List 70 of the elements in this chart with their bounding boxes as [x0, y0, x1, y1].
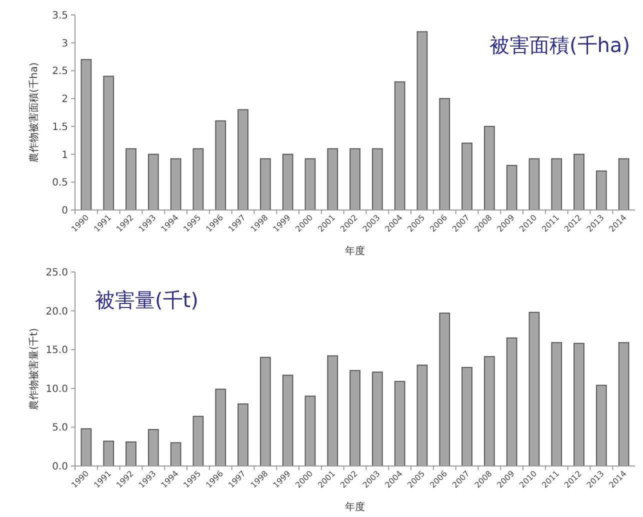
y-tick-label: 20.0: [46, 306, 68, 318]
bar: [416, 364, 428, 466]
bar: [462, 142, 472, 210]
bar: [80, 59, 92, 210]
bar: [192, 416, 204, 466]
bar: [148, 154, 159, 210]
annotation: 被害面積(千ha): [489, 33, 630, 57]
bar: [327, 355, 338, 466]
bar: [596, 384, 607, 466]
bar: [238, 109, 248, 210]
bar: [528, 312, 540, 466]
y-tick-label: 0.0: [52, 462, 68, 472]
y-tick-label: 2: [62, 94, 68, 106]
bar: [551, 342, 562, 466]
bar: [350, 370, 360, 466]
bar: [372, 148, 383, 210]
y-tick-label: 0: [62, 206, 68, 216]
y-tick-label: 3: [62, 38, 68, 50]
bar: [260, 158, 271, 210]
y-tick-label: 1: [62, 150, 68, 161]
bar: [260, 356, 271, 466]
bar: [506, 164, 518, 210]
bar: [103, 440, 114, 466]
bar: [618, 158, 630, 210]
bar: [327, 148, 338, 210]
bar: [574, 154, 584, 210]
y-tick-label: 2.5: [52, 66, 68, 78]
y-tick-label: 5.0: [52, 422, 68, 434]
bar: [304, 158, 316, 210]
bar: [462, 366, 472, 466]
bar: [126, 441, 136, 466]
bar: [528, 158, 540, 210]
bar: [192, 148, 204, 210]
x-axis-title: 年度: [345, 245, 365, 257]
bar: [215, 120, 226, 210]
bar: [350, 148, 360, 210]
bar: [282, 374, 294, 466]
bar: [148, 429, 159, 466]
bar: [506, 337, 518, 466]
bar: [394, 81, 406, 210]
bar: [80, 428, 92, 466]
y-tick-label: 10.0: [46, 384, 68, 395]
y-tick-label: 0.5: [52, 178, 68, 189]
bar: [439, 312, 450, 466]
bar: [304, 396, 316, 466]
y-axis-title: 農作物被害量(千t): [28, 328, 40, 410]
bar: [238, 403, 248, 466]
bar: [103, 76, 114, 210]
bar: [394, 380, 406, 466]
y-tick-label: 15.0: [46, 345, 68, 356]
bar: [574, 342, 584, 466]
bar: [170, 442, 182, 466]
bar: [215, 388, 226, 466]
bar: [596, 170, 607, 210]
bar: [416, 31, 428, 210]
y-tick-label: 3.5: [52, 10, 68, 22]
y-tick-label: 25.0: [46, 268, 68, 278]
bar: [618, 342, 630, 466]
x-axis-title: 年度: [345, 501, 365, 513]
y-axis-title: 農作物被害面積(千ha): [28, 62, 40, 163]
bar: [372, 372, 383, 466]
y-tick-label: 1.5: [52, 122, 68, 133]
bar: [439, 98, 450, 210]
bar: [170, 158, 182, 210]
bar: [282, 154, 294, 210]
bar: [484, 126, 495, 210]
bar: [126, 148, 136, 210]
bar: [484, 356, 495, 466]
bar: [551, 158, 562, 210]
annotation: 被害量(千t): [95, 288, 198, 312]
